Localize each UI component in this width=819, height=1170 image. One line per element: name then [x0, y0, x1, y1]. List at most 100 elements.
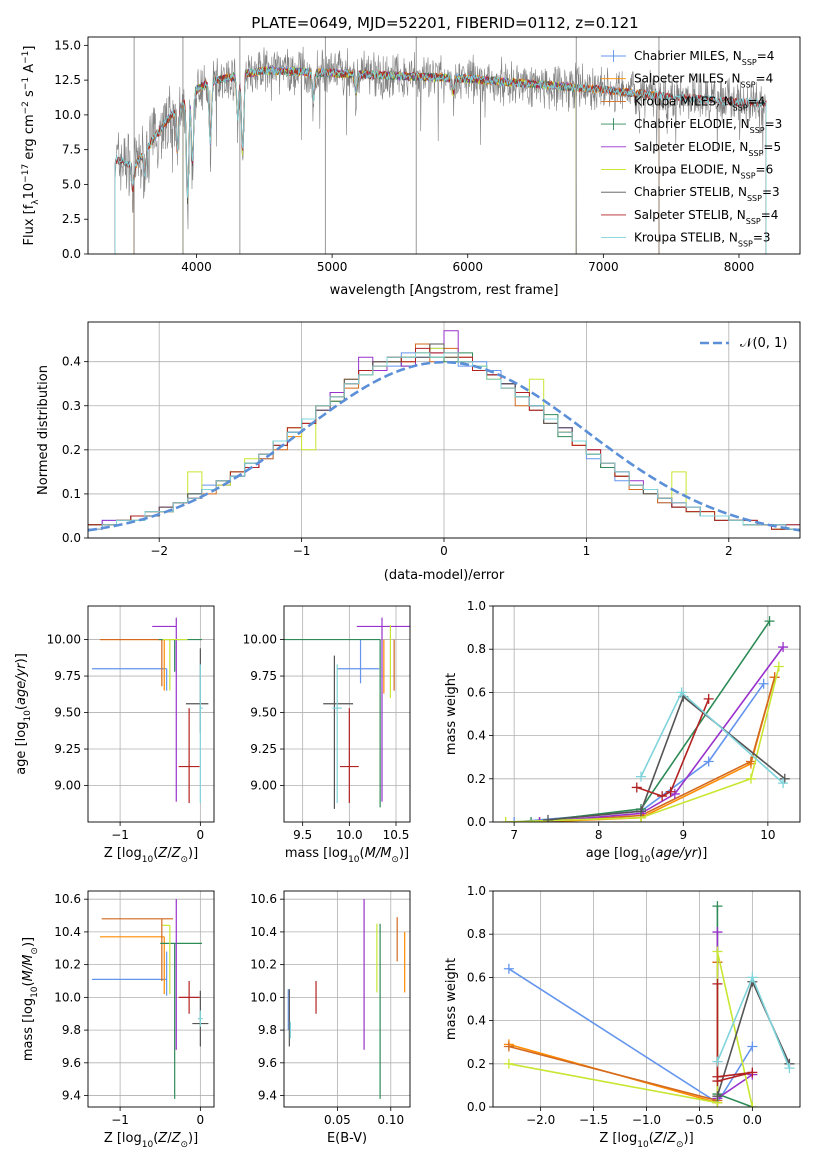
- y-tick-label: 0.0: [62, 531, 81, 545]
- age_vs_Z-plot-area: [92, 617, 209, 804]
- x-tick-label: −1: [111, 828, 129, 842]
- legend-label: Chabrier ELODIE, NSSP=3: [634, 117, 782, 135]
- x-tick-label: 0: [197, 1113, 205, 1127]
- errorbar-point: [160, 942, 202, 1099]
- weight-marker: [747, 1102, 758, 1107]
- x-tick-label: 4000: [181, 260, 212, 274]
- errorbar-point: [100, 936, 165, 995]
- weight-marker: [676, 687, 687, 698]
- weight-line: [547, 695, 786, 821]
- y-tick-label: 10.6: [54, 892, 81, 906]
- residual_histogram-panel: −2 −1 0 1 2 0.0 0.1 0.2 0.3 0.4 (data-model)/error…: [36, 321, 801, 583]
- y-tick-label: 10.6: [250, 892, 277, 906]
- y-tick-label: 0.6: [467, 970, 486, 984]
- y-tick-label: 0.2: [467, 772, 486, 786]
- weight-marker: [758, 678, 769, 689]
- y-tick-label: 1.0: [467, 884, 486, 898]
- weight-marker: [712, 1071, 723, 1082]
- x-tick-label: −1: [111, 1113, 129, 1127]
- x-axis-label: Z [log10(Z/Z⊙)]: [599, 1131, 693, 1150]
- y-axis-label: Normed distribution: [36, 365, 51, 495]
- legend-label: Kroupa STELIB, NSSP=3: [634, 231, 771, 249]
- age_vs_Z-frame: [87, 605, 215, 823]
- errorbar-point: [356, 617, 410, 802]
- x-axis-label: E(B-V): [327, 1131, 367, 1146]
- weight-marker: [665, 786, 676, 797]
- x-axis-label: age [log10(age/yr)]: [586, 846, 708, 865]
- weight-marker: [631, 782, 642, 793]
- weight-marker: [534, 817, 545, 822]
- weight-marker: [669, 788, 680, 799]
- x-axis-label: wavelength [Angstrom, rest frame]: [330, 283, 559, 298]
- weight-marker: [712, 927, 723, 938]
- errorbar-point: [284, 638, 381, 808]
- weight-marker: [500, 817, 511, 822]
- errorbar-point: [162, 638, 188, 691]
- y-tick-label: 0.1: [62, 487, 81, 501]
- weight-series: [712, 978, 758, 1087]
- weight-line: [636, 698, 710, 797]
- x-tick-label: 7: [510, 828, 518, 842]
- y-tick-label: 0.4: [467, 1014, 486, 1028]
- y-tick-label: 0.3: [62, 399, 81, 413]
- mass_vs_EBV-plot-area: [287, 899, 406, 1099]
- mass_weight_vs_age-frame: [492, 605, 801, 823]
- weight-marker: [745, 773, 756, 784]
- y-tick-label: 9.50: [54, 706, 81, 720]
- errorbar-point: [197, 1010, 203, 1027]
- errorbar-point: [152, 617, 177, 802]
- weight-marker: [503, 1058, 514, 1069]
- weight-series: [542, 691, 790, 822]
- age_vs_mass-plot-area: [284, 617, 410, 809]
- mass_weight_vs_age-plot-area: [500, 616, 790, 822]
- weight-marker: [636, 806, 647, 817]
- errorbar-point: [92, 951, 168, 996]
- y-axis-label: age [log10(age/yr)]: [14, 653, 33, 775]
- y-tick-label: 0.2: [467, 1057, 486, 1071]
- weight-marker: [747, 972, 758, 983]
- y-tick-label: 0.8: [467, 927, 486, 941]
- weight-marker: [712, 1091, 723, 1102]
- y-tick-label: 9.4: [62, 1089, 81, 1103]
- y-tick-label: 9.75: [250, 669, 277, 683]
- model-spectrum-line: [114, 66, 767, 254]
- y-tick-label: 0.4: [467, 729, 486, 743]
- y-tick-label: 0.0: [62, 247, 81, 261]
- weight-marker: [779, 773, 790, 784]
- mass_vs_Z-frame: [87, 890, 215, 1108]
- y-tick-label: 10.0: [250, 990, 277, 1004]
- legend-label: Chabrier MILES, NSSP=4: [634, 49, 774, 67]
- errorbar-point: [178, 708, 200, 804]
- y-tick-label: 10.4: [54, 925, 81, 939]
- x-tick-label: 8: [595, 828, 603, 842]
- x-tick-label: 0.10: [377, 1113, 404, 1127]
- weight-marker: [712, 946, 723, 957]
- weight-series: [500, 661, 784, 822]
- errorbar-point: [92, 668, 168, 691]
- errorbar-point: [323, 655, 354, 809]
- weight-marker: [778, 778, 789, 789]
- x-tick-label: 5000: [317, 260, 348, 274]
- y-tick-label: 10.2: [54, 958, 81, 972]
- y-tick-label: 9.8: [62, 1023, 81, 1037]
- y-tick-label: 9.00: [54, 779, 81, 793]
- age_vs_mass-panel: 9.5 10.0 10.5 9.00 9.25 9.50 9.75 10.00 mass [lo…: [243, 605, 411, 865]
- x-axis-label: (data-model)/error: [384, 568, 505, 583]
- x-tick-label: 0.0: [743, 1113, 762, 1127]
- y-tick-label: 10.0: [54, 108, 81, 122]
- legend-label: Salpeter STELIB, NSSP=4: [634, 208, 778, 226]
- x-tick-label: −1: [293, 544, 311, 558]
- y-tick-label: 10.00: [243, 633, 277, 647]
- model-spectrum-line: [114, 66, 767, 254]
- x-tick-label: 7000: [588, 260, 619, 274]
- weight-marker: [636, 771, 647, 782]
- x-tick-label: 10.0: [336, 828, 363, 842]
- errorbar-point: [340, 708, 359, 804]
- weight-line: [505, 666, 780, 822]
- y-tick-label: 0.2: [62, 443, 81, 457]
- legend-label: Salpeter MILES, NSSP=4: [634, 72, 773, 90]
- y-tick-label: 10.00: [47, 633, 81, 647]
- errorbar-point: [199, 664, 203, 804]
- weight-series: [636, 687, 789, 789]
